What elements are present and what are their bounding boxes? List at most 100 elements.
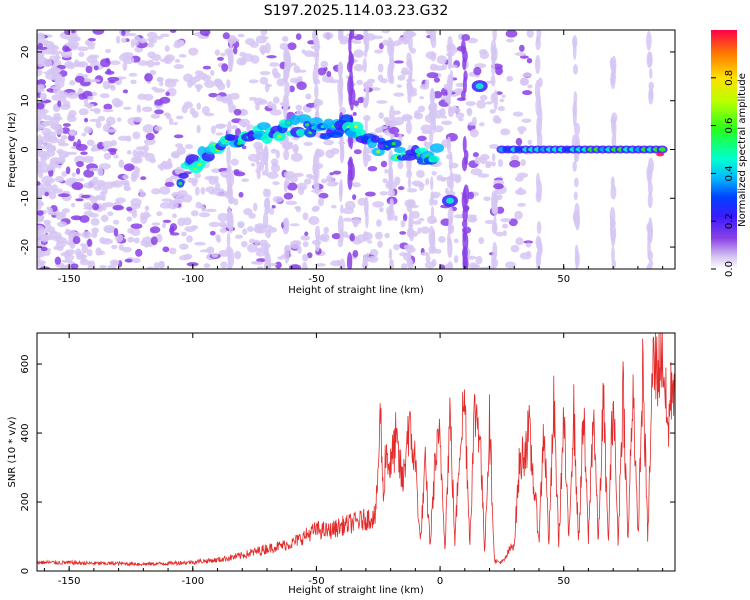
streak-blob	[364, 43, 369, 53]
noise-blob	[136, 104, 142, 113]
noise-blob	[237, 33, 245, 38]
noise-blob	[388, 126, 400, 135]
colorbar-tick-label: 0.2	[724, 213, 735, 229]
noise-blob	[149, 226, 161, 234]
noise-blob	[37, 84, 45, 90]
streak-blob	[408, 227, 415, 242]
noise-blob	[331, 233, 342, 240]
noise-blob	[420, 226, 430, 234]
noise-blob	[49, 157, 61, 166]
noise-blob	[37, 190, 43, 197]
noise-blob	[283, 192, 294, 200]
noise-blob	[65, 166, 71, 175]
snr-y-tick-label: 400	[20, 423, 31, 442]
noise-blob	[70, 263, 79, 269]
noise-blob	[132, 149, 138, 158]
noise-blob	[522, 90, 533, 96]
noise-blob	[200, 187, 206, 195]
noise-blob	[211, 253, 219, 258]
noise-blob	[270, 158, 279, 166]
noise-blob	[434, 65, 445, 71]
noise-blob	[514, 210, 523, 220]
noise-blob	[142, 236, 154, 246]
noise-blob	[118, 159, 125, 168]
noise-blob	[39, 108, 49, 114]
noise-blob	[61, 259, 73, 263]
streak-blob	[389, 198, 394, 208]
noise-blob	[51, 72, 63, 82]
noise-blob	[517, 202, 526, 207]
noise-blob	[269, 62, 280, 67]
noise-blob	[527, 139, 532, 145]
noise-blob	[152, 35, 164, 40]
noise-blob	[467, 37, 478, 44]
noise-blob	[103, 152, 112, 160]
streak-blob	[409, 259, 414, 269]
streak-blob	[535, 190, 542, 203]
noise-blob	[271, 205, 276, 209]
noise-blob	[46, 206, 51, 211]
streak-blob	[339, 30, 344, 43]
noise-blob	[83, 206, 93, 210]
noise-blob	[86, 139, 95, 146]
noise-blob	[164, 45, 170, 52]
streak-blob	[573, 191, 578, 201]
noise-blob	[425, 254, 431, 264]
noise-blob	[196, 124, 201, 134]
noise-blob	[233, 108, 242, 116]
noise-blob	[57, 138, 66, 146]
noise-blob	[255, 249, 266, 257]
noise-blob	[93, 185, 102, 191]
noise-blob	[270, 163, 281, 173]
noise-blob	[204, 80, 215, 88]
streak-blob	[536, 221, 542, 235]
noise-blob	[376, 219, 382, 227]
noise-blob	[436, 174, 444, 181]
noise-blob	[233, 171, 246, 177]
noise-blob	[37, 181, 41, 186]
noise-blob	[188, 47, 199, 56]
noise-blob	[162, 219, 172, 223]
noise-blob	[344, 200, 356, 210]
track-core	[196, 163, 201, 167]
noise-blob	[272, 195, 284, 203]
noise-blob	[270, 148, 278, 154]
noise-blob	[115, 197, 126, 204]
noise-blob	[87, 43, 95, 50]
track-core	[277, 134, 282, 138]
spectrogram-y-tick-label: 10	[20, 94, 31, 107]
noise-blob	[401, 39, 409, 45]
streak-blob	[491, 153, 496, 162]
noise-blob	[182, 194, 193, 203]
noise-blob	[80, 194, 91, 199]
noise-blob	[78, 51, 85, 57]
noise-blob	[141, 106, 153, 113]
snr-x-tick-label: -150	[58, 576, 81, 587]
streak-blob	[388, 248, 393, 260]
noise-blob	[253, 141, 264, 150]
noise-blob	[150, 188, 162, 195]
noise-blob	[69, 32, 78, 38]
track-blob	[429, 143, 445, 153]
noise-blob	[62, 123, 71, 127]
streak-blob	[389, 74, 395, 85]
streak-blob	[537, 91, 541, 111]
noise-blob	[126, 150, 132, 155]
snr-y-tick-label: 0	[20, 568, 31, 574]
noise-blob	[153, 88, 166, 93]
noise-blob	[37, 213, 44, 222]
noise-blob	[206, 246, 215, 254]
noise-blob	[83, 103, 95, 108]
noise-blob	[379, 191, 388, 196]
snr-x-tick-label: 0	[437, 576, 443, 587]
streak-blob	[226, 146, 231, 167]
noise-blob	[37, 35, 43, 39]
noise-blob	[234, 250, 242, 260]
noise-blob	[288, 85, 295, 93]
noise-blob	[37, 69, 43, 77]
noise-blob	[426, 72, 439, 79]
streak-blob	[492, 241, 498, 261]
noise-blob	[199, 30, 211, 36]
noise-blob	[352, 249, 359, 258]
streak-blob	[462, 135, 467, 154]
